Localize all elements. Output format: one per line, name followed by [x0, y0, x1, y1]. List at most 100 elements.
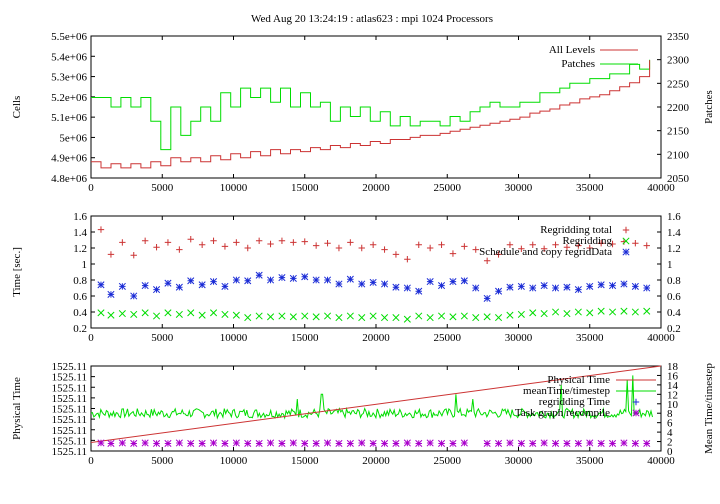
- data-point: [301, 238, 308, 245]
- data-point: [494, 287, 503, 295]
- data-point: [323, 312, 332, 320]
- y-tick-label: 4.9e+06: [51, 153, 87, 165]
- data-point: [358, 244, 365, 252]
- y2-tick-label: 2250: [667, 78, 690, 90]
- y2-tick-label: 4: [667, 427, 673, 439]
- data-point: [449, 250, 457, 257]
- data-point: [232, 276, 240, 284]
- data-point: [529, 309, 537, 317]
- data-point: [187, 439, 195, 447]
- x-tick-label: 25000: [434, 455, 462, 467]
- data-point: [574, 439, 582, 447]
- data-point: [575, 242, 582, 249]
- y-tick-label: 1525.11: [52, 404, 87, 416]
- data-point: [152, 286, 161, 294]
- data-point: [529, 439, 537, 447]
- data-point: [403, 315, 411, 323]
- y-axis-label: Cells: [11, 96, 23, 119]
- data-point: [187, 309, 195, 317]
- data-point: [107, 290, 115, 298]
- data-point: [232, 311, 240, 319]
- y-tick-label: 5e+06: [59, 132, 87, 144]
- data-point: [209, 309, 218, 317]
- legend-label: Regridding total: [540, 224, 612, 236]
- data-point: [289, 439, 297, 447]
- y2-tick-label: 12: [667, 389, 678, 401]
- data-point: [586, 439, 594, 447]
- data-point: [255, 439, 263, 447]
- data-point: [290, 239, 297, 246]
- legend-marker: [622, 248, 630, 256]
- x-tick-label: 20000: [362, 332, 390, 344]
- data-point: [540, 310, 548, 318]
- data-point: [461, 243, 468, 250]
- y2-tick-label: 6: [667, 418, 673, 430]
- data-point: [118, 282, 126, 290]
- data-point: [107, 439, 115, 447]
- data-point: [233, 239, 240, 246]
- data-point: [141, 237, 149, 244]
- y2-tick-label: 14: [667, 380, 679, 392]
- x-tick-label: 25000: [434, 182, 462, 194]
- x-tick-label: 35000: [576, 332, 604, 344]
- data-point: [586, 244, 593, 252]
- data-point: [358, 314, 366, 322]
- data-point: [551, 439, 560, 447]
- data-point: [130, 252, 137, 259]
- data-point: [586, 309, 594, 317]
- data-point: [266, 439, 275, 447]
- x-tick-label: 15000: [291, 182, 319, 194]
- data-point: [460, 277, 468, 285]
- data-point: [130, 439, 138, 447]
- y-tick-label: 1525.11: [52, 393, 87, 405]
- y-tick-label: 5.4e+06: [51, 51, 87, 63]
- y2-tick-label: 1.2: [667, 243, 681, 255]
- y-tick-label: 0.4: [73, 307, 87, 319]
- data-point: [540, 439, 548, 447]
- data-point: [494, 439, 503, 447]
- data-point: [540, 245, 548, 252]
- data-point: [152, 439, 161, 447]
- x-tick-label: 25000: [434, 332, 462, 344]
- data-point: [209, 439, 218, 447]
- y-tick-label: 1.2: [73, 243, 87, 255]
- chart-title: Wed Aug 20 13:24:19 : atlas623 : mpi 102…: [251, 13, 493, 25]
- x-tick-label: 10000: [220, 455, 248, 467]
- data-point: [472, 314, 480, 322]
- x-tick-label: 5000: [151, 332, 174, 344]
- x-tick-label: 40000: [647, 182, 675, 194]
- data-point: [403, 284, 411, 292]
- data-point: [551, 308, 560, 316]
- data-point: [97, 226, 105, 233]
- data-point: [152, 312, 161, 320]
- data-point: [278, 237, 286, 244]
- y2-tick-label: 2200: [667, 102, 690, 114]
- x-tick-label: 35000: [576, 455, 604, 467]
- data-point: [369, 312, 377, 320]
- x-tick-label: 5000: [151, 182, 174, 194]
- data-point: [335, 244, 343, 252]
- y-axis-label: Time [sec.]: [11, 247, 23, 297]
- x-tick-label: 10000: [220, 332, 248, 344]
- data-point: [141, 282, 149, 290]
- y2-tick-label: 1: [667, 259, 673, 271]
- data-point: [460, 439, 468, 447]
- data-point: [289, 274, 297, 282]
- legend-label: Task graph recompile: [515, 407, 610, 419]
- data-point: [643, 284, 651, 292]
- data-point: [426, 314, 434, 322]
- data-point: [312, 439, 320, 447]
- x-tick-label: 0: [88, 455, 94, 467]
- y2-tick-label: 1.6: [667, 211, 681, 223]
- data-point: [198, 281, 206, 289]
- data-point: [210, 237, 217, 244]
- data-point: [107, 251, 115, 258]
- data-point: [574, 308, 582, 316]
- data-point: [483, 257, 491, 264]
- data-point: [346, 312, 354, 320]
- data-point: [380, 314, 389, 322]
- data-point: [324, 240, 331, 247]
- data-point: [153, 244, 160, 251]
- data-point: [608, 308, 617, 316]
- data-point: [529, 241, 536, 248]
